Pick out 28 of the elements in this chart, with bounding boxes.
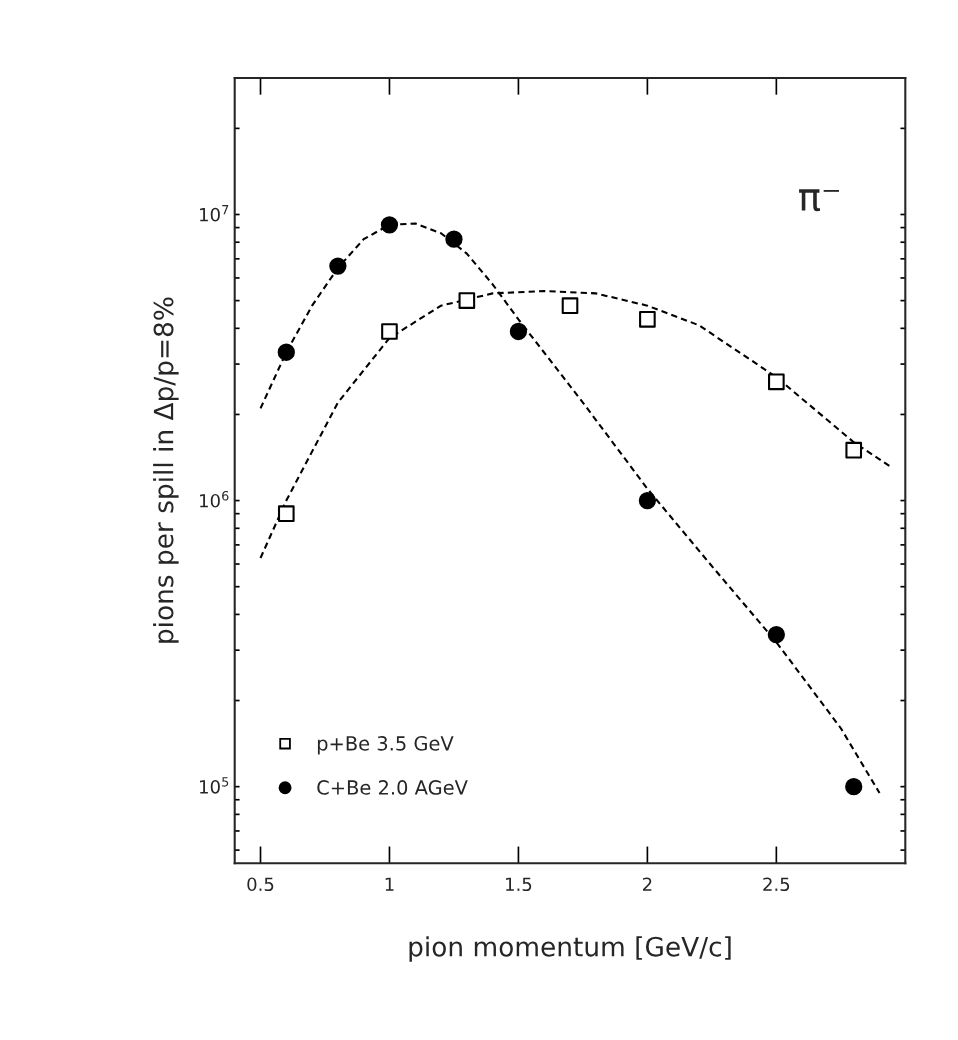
point xyxy=(845,441,863,459)
x-tick-label: 2 xyxy=(642,877,652,891)
point xyxy=(329,257,347,275)
x-tick-label: 0.5 xyxy=(247,877,274,892)
point xyxy=(277,343,295,361)
y-tick-label: 10$^{5}$ xyxy=(200,777,229,794)
legend-label: p+Be 3.5 GeV xyxy=(317,736,454,755)
annotation: π⁻ xyxy=(799,189,839,212)
legend-label: C+Be 2.0 AGeV xyxy=(317,780,468,795)
point xyxy=(381,323,398,340)
point xyxy=(768,373,785,391)
y-axis-title: pions per spill in Δp/p=8% xyxy=(153,297,179,643)
point xyxy=(638,491,657,510)
point xyxy=(458,292,476,309)
y-tick-label: 10$^{6}$ xyxy=(200,491,229,508)
x-tick-label: 2.5 xyxy=(763,877,790,892)
x-tick-label: 1 xyxy=(385,877,394,891)
point xyxy=(277,505,295,522)
x-tick-label: 1.5 xyxy=(506,877,532,892)
point xyxy=(767,625,785,644)
point xyxy=(445,230,463,248)
point xyxy=(509,322,528,341)
point xyxy=(639,311,656,328)
point xyxy=(845,778,863,796)
x-axis-title: pion momentum [GeV/c] xyxy=(409,936,731,962)
point xyxy=(561,297,579,315)
point xyxy=(380,216,399,234)
y-tick-label: 10$^{7}$ xyxy=(200,205,229,222)
